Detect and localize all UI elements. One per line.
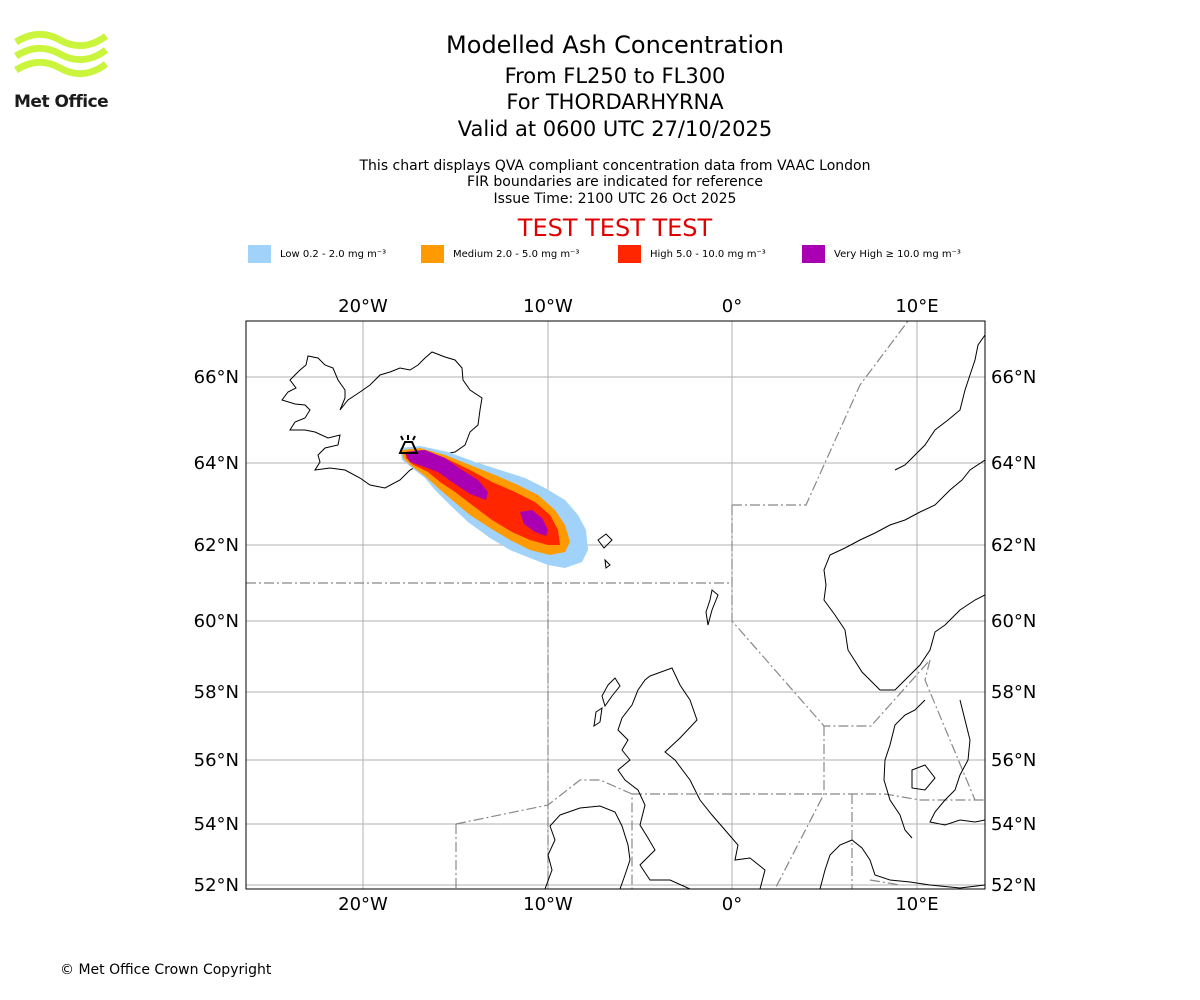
- lat-label-left-54n: 54°N: [194, 814, 239, 835]
- lat-label-left-56n: 56°N: [194, 750, 239, 771]
- fir-boundaries: [246, 321, 985, 889]
- copyright: © Met Office Crown Copyright: [60, 962, 272, 978]
- legend-label-high: High 5.0 - 10.0 mg m⁻³: [650, 248, 766, 260]
- ash-very-high-region-2: [520, 510, 548, 536]
- legend-label-low: Low 0.2 - 2.0 mg m⁻³: [280, 248, 387, 260]
- note-line-1: This chart displays QVA compliant concen…: [359, 158, 871, 174]
- level-range: From FL250 to FL300: [504, 64, 726, 88]
- lat-label-right-64n: 64°N: [991, 453, 1036, 474]
- legend-swatch-very-high: [802, 245, 825, 263]
- lat-label-right-58n: 58°N: [991, 682, 1036, 703]
- legend-swatch-medium: [421, 245, 444, 263]
- lon-label-bottom-10e: 10°E: [895, 894, 938, 915]
- lat-label-right-66n: 66°N: [991, 367, 1036, 388]
- graticule: [246, 321, 985, 889]
- lon-label-top-10w: 10°W: [523, 296, 573, 317]
- ash-very-high-region-1: [405, 450, 488, 500]
- lat-label-left-66n: 66°N: [194, 367, 239, 388]
- logo-text: Met Office: [14, 92, 109, 112]
- valid-time: Valid at 0600 UTC 27/10/2025: [457, 117, 773, 141]
- lat-label-left-60n: 60°N: [194, 611, 239, 632]
- lat-label-right-60n: 60°N: [991, 611, 1036, 632]
- test-banner: TEST TEST TEST: [517, 214, 713, 242]
- lon-label-top-10e: 10°E: [895, 296, 938, 317]
- legend-item-medium: Medium 2.0 - 5.0 mg m⁻³: [421, 244, 579, 264]
- volcano-icon: [398, 435, 419, 454]
- lat-label-right-54n: 54°N: [991, 814, 1036, 835]
- lat-label-left-62n: 62°N: [194, 535, 239, 556]
- lat-label-right-56n: 56°N: [991, 750, 1036, 771]
- continental-coastline: [819, 839, 985, 889]
- lon-label-bottom-20w: 20°W: [338, 894, 388, 915]
- legend-item-high: High 5.0 - 10.0 mg m⁻³: [618, 244, 766, 264]
- lat-label-right-52n: 52°N: [991, 875, 1036, 896]
- legend-item-low: Low 0.2 - 2.0 mg m⁻³: [248, 244, 386, 264]
- legend-label-medium: Medium 2.0 - 5.0 mg m⁻³: [453, 248, 580, 260]
- note-line-2: FIR boundaries are indicated for referen…: [467, 174, 763, 190]
- coastlines: [281, 334, 985, 889]
- legend-swatch-low: [248, 245, 271, 263]
- lon-label-top-0: 0°: [722, 296, 742, 317]
- issue-time: Issue Time: 2100 UTC 26 Oct 2025: [493, 191, 737, 207]
- denmark-coastline: [883, 699, 926, 839]
- map-frame: [245, 320, 986, 890]
- lat-label-left-52n: 52°N: [194, 875, 239, 896]
- lat-label-left-58n: 58°N: [194, 682, 239, 703]
- ash-plume: [400, 446, 588, 568]
- lat-label-right-62n: 62°N: [991, 535, 1036, 556]
- norway-coastline: [823, 459, 985, 691]
- met-office-logo-icon: [14, 30, 109, 77]
- lon-label-bottom-10w: 10°W: [523, 894, 573, 915]
- chart-title: Modelled Ash Concentration: [446, 31, 784, 59]
- legend-item-very-high: Very High ≥ 10.0 mg m⁻³: [802, 244, 961, 264]
- volcano-name: For THORDARHYRNA: [506, 90, 724, 114]
- ireland-coastline: [544, 805, 631, 889]
- lon-label-top-20w: 20°W: [338, 296, 388, 317]
- lon-label-bottom-0: 0°: [722, 894, 742, 915]
- legend-swatch-high: [618, 245, 641, 263]
- legend-label-very-high: Very High ≥ 10.0 mg m⁻³: [834, 248, 961, 260]
- lat-label-left-64n: 64°N: [194, 453, 239, 474]
- great-britain-coastline: [617, 667, 766, 889]
